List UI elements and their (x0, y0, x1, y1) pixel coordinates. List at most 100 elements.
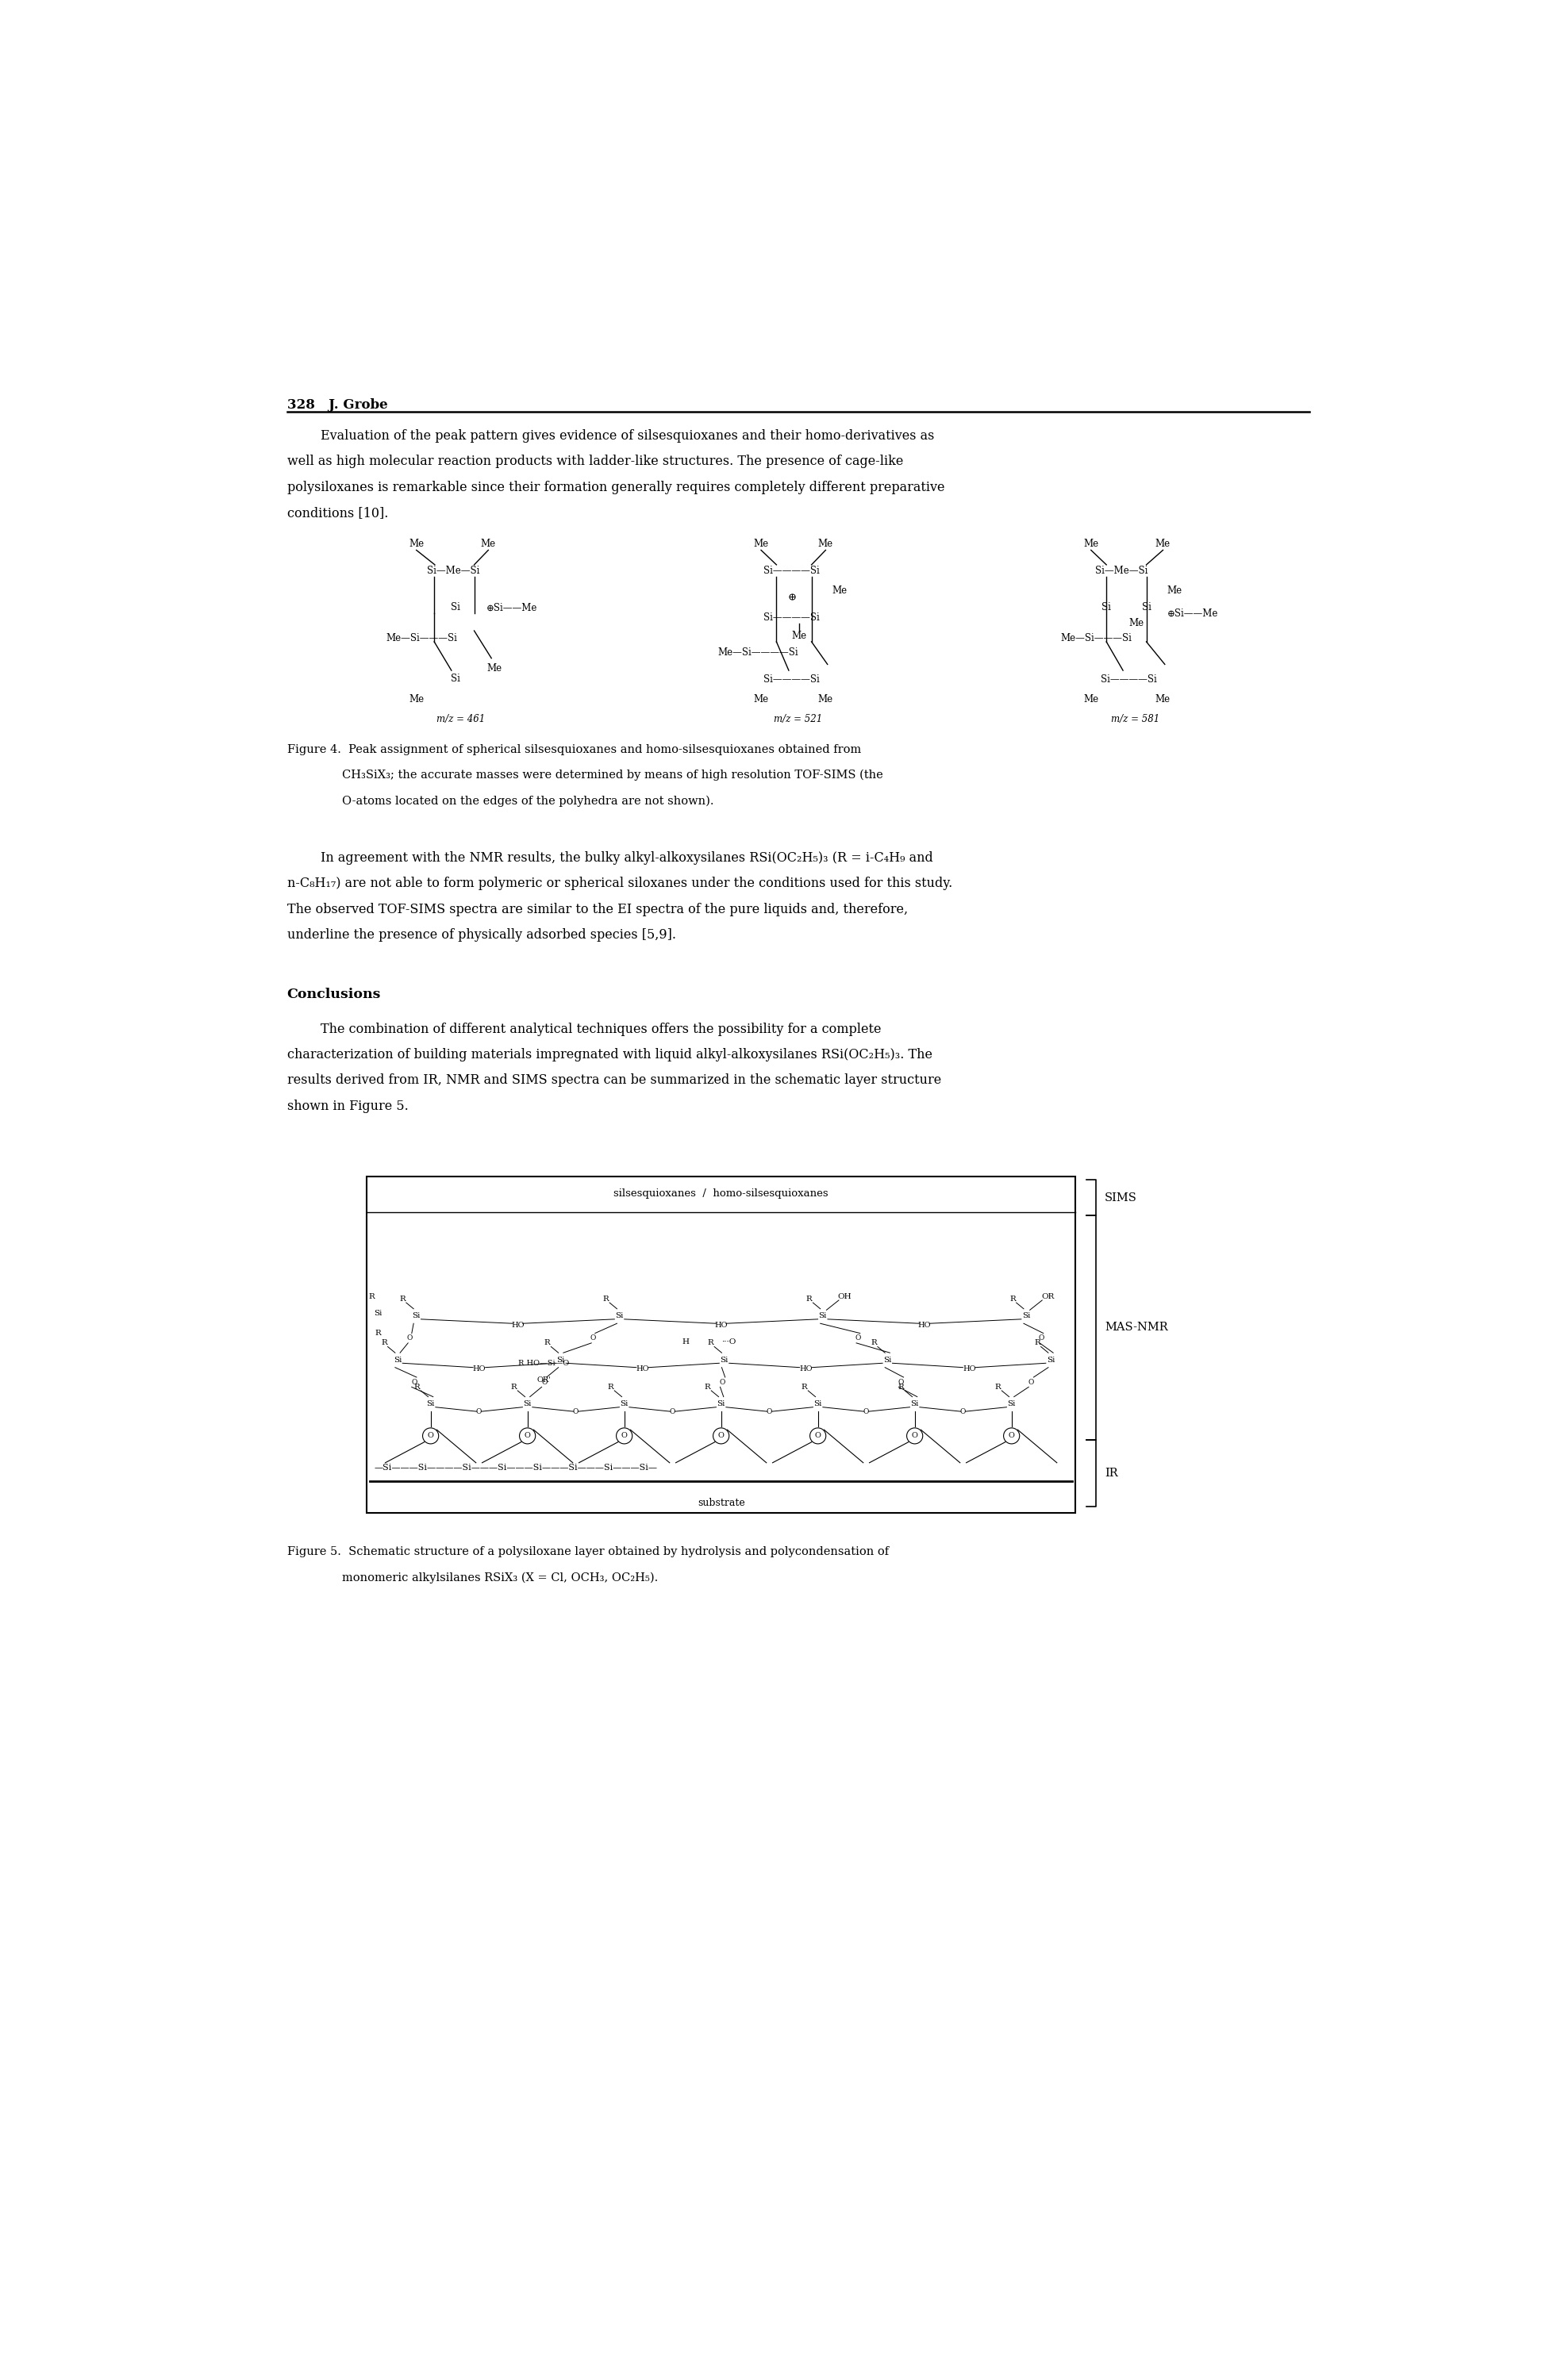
Text: O: O (898, 1378, 905, 1385)
Text: substrate: substrate (698, 1497, 744, 1509)
Text: Me: Me (487, 664, 501, 674)
Text: Me: Me (1084, 538, 1099, 550)
Text: O: O (766, 1409, 772, 1416)
Bar (367, 1176, 1076, 1514)
Text: results derived from IR, NMR and SIMS spectra can be summarized in the schematic: results derived from IR, NMR and SIMS sp… (286, 1073, 940, 1088)
Text: Si: Si (452, 674, 461, 683)
Text: R HO—Si—O: R HO—Si—O (518, 1359, 570, 1366)
Text: R: R (400, 1295, 405, 1302)
Text: Si—Me—Si: Si—Me—Si (427, 566, 480, 576)
Text: Si: Si (716, 1399, 726, 1407)
Text: Evaluation of the peak pattern gives evidence of silsesquioxanes and their homo-: Evaluation of the peak pattern gives evi… (321, 428, 934, 443)
Text: Si: Si (814, 1399, 822, 1407)
Text: Si: Si (1046, 1357, 1054, 1364)
Text: O: O (719, 1378, 726, 1385)
Text: Si————Si: Si————Si (764, 674, 821, 685)
Text: O: O (476, 1409, 483, 1416)
Text: Me—Si———Si: Me—Si———Si (1060, 633, 1132, 643)
Text: m/z = 461: m/z = 461 (436, 714, 484, 724)
Text: R: R (607, 1383, 613, 1390)
Text: Me—Si————Si: Me—Si————Si (718, 647, 799, 657)
Circle shape (810, 1428, 825, 1445)
Text: O: O (718, 1433, 724, 1440)
Text: ⊕Si——Me: ⊕Si——Me (486, 602, 537, 612)
Text: R: R (704, 1383, 710, 1390)
Text: HO: HO (919, 1321, 931, 1328)
Text: R: R (414, 1383, 420, 1390)
Text: In agreement with the NMR results, the bulky alkyl-alkoxysilanes RSi(OC₂H₅)₃ (R : In agreement with the NMR results, the b… (321, 852, 933, 864)
Text: Si: Si (719, 1357, 729, 1364)
Text: O: O (525, 1433, 531, 1440)
Text: O: O (864, 1409, 869, 1416)
Text: Si: Si (452, 602, 461, 612)
Text: —Si———Si————Si———Si———Si———Si———Si———Si—: —Si———Si————Si———Si———Si———Si———Si———Si— (374, 1464, 657, 1471)
Text: O: O (590, 1335, 596, 1342)
Circle shape (713, 1428, 729, 1445)
Text: R: R (870, 1340, 877, 1347)
Text: Conclusions: Conclusions (286, 988, 381, 1002)
Text: O: O (961, 1409, 965, 1416)
Text: silsesquioxanes  /  homo-silsesquioxanes: silsesquioxanes / homo-silsesquioxanes (613, 1188, 828, 1200)
Circle shape (1004, 1428, 1020, 1445)
Text: Me: Me (754, 538, 769, 550)
Text: R: R (545, 1340, 551, 1347)
Text: R: R (807, 1295, 813, 1302)
Text: O: O (911, 1433, 919, 1440)
Text: O: O (428, 1433, 434, 1440)
Text: R: R (375, 1330, 381, 1338)
Text: R: R (995, 1383, 1001, 1390)
Text: Si—Me—Si: Si—Me—Si (1096, 566, 1148, 576)
Text: monomeric alkylsilanes RSiX₃ (X = Cl, OCH₃, OC₂H₅).: monomeric alkylsilanes RSiX₃ (X = Cl, OC… (343, 1573, 659, 1583)
Text: OR: OR (1042, 1292, 1054, 1299)
Text: R: R (381, 1340, 388, 1347)
Text: R: R (511, 1383, 517, 1390)
Text: Si: Si (620, 1399, 629, 1407)
Text: O: O (621, 1433, 627, 1440)
Text: Me: Me (1155, 538, 1171, 550)
Text: Si: Si (615, 1311, 623, 1319)
Text: HO: HO (635, 1366, 649, 1373)
Text: HO: HO (473, 1366, 486, 1373)
Text: HO: HO (511, 1321, 525, 1328)
Text: H: H (682, 1338, 690, 1345)
Text: Si: Si (1102, 602, 1112, 612)
Circle shape (617, 1428, 632, 1445)
Text: Si: Si (883, 1357, 892, 1364)
Text: m/z = 521: m/z = 521 (774, 714, 822, 724)
Text: R: R (1009, 1295, 1015, 1302)
Text: Si: Si (374, 1309, 381, 1316)
Text: Si: Si (911, 1399, 919, 1407)
Text: Me: Me (817, 695, 833, 704)
Text: SIMS: SIMS (1105, 1192, 1137, 1204)
Text: R: R (802, 1383, 808, 1390)
Text: R: R (898, 1383, 905, 1390)
Text: R: R (603, 1295, 609, 1302)
Text: O: O (406, 1335, 413, 1342)
Text: Si————Si: Si————Si (764, 566, 821, 576)
Text: Me: Me (817, 538, 833, 550)
Text: O: O (670, 1409, 676, 1416)
Text: O: O (573, 1409, 579, 1416)
Text: O: O (1039, 1335, 1045, 1342)
Text: R: R (369, 1292, 375, 1299)
Text: conditions [10].: conditions [10]. (286, 507, 388, 519)
Text: HO: HO (715, 1321, 727, 1328)
Circle shape (422, 1428, 439, 1445)
Text: Figure 4.  Peak assignment of spherical silsesquioxanes and homo-silsesquioxanes: Figure 4. Peak assignment of spherical s… (286, 743, 861, 754)
Text: Si: Si (413, 1311, 420, 1319)
Circle shape (906, 1428, 923, 1445)
Text: Si: Si (523, 1399, 531, 1407)
Text: Me: Me (409, 538, 424, 550)
Text: Me: Me (409, 695, 424, 704)
Text: Si: Si (557, 1357, 565, 1364)
Text: Si————Si: Si————Si (1101, 674, 1157, 685)
Text: O: O (1028, 1378, 1034, 1385)
Text: Si: Si (394, 1357, 402, 1364)
Text: MAS-NMR: MAS-NMR (1105, 1321, 1168, 1333)
Text: Me—Si———Si: Me—Si———Si (386, 633, 456, 643)
Text: O-atoms located on the edges of the polyhedra are not shown).: O-atoms located on the edges of the poly… (343, 795, 715, 807)
Text: ⊕Si——Me: ⊕Si——Me (1168, 609, 1218, 619)
Text: Me: Me (831, 585, 847, 597)
Text: R: R (1034, 1340, 1040, 1347)
Text: Si: Si (819, 1311, 827, 1319)
